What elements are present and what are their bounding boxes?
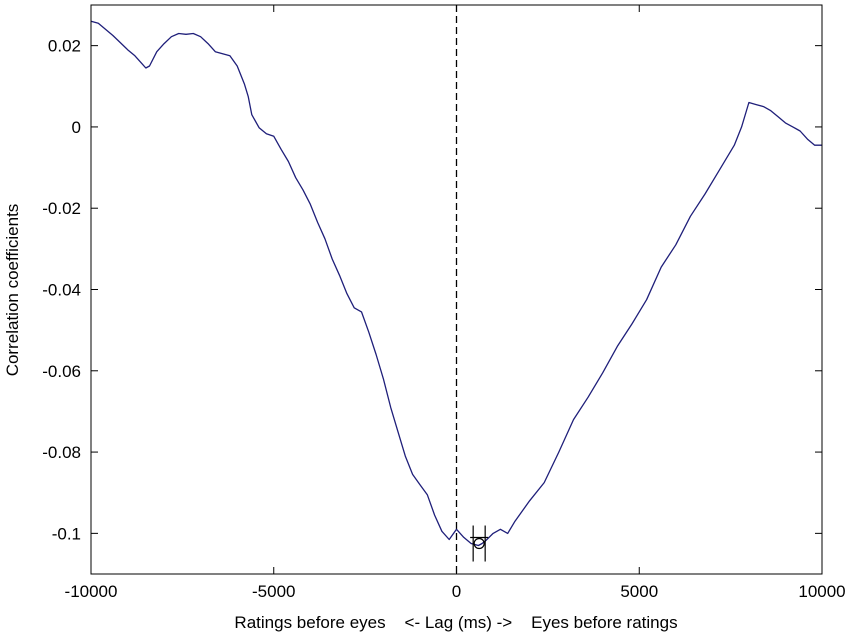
x-axis-label: Ratings before eyes <- Lag (ms) -> Eyes … bbox=[234, 613, 677, 632]
minimum-marker-circle bbox=[473, 537, 485, 550]
x-tick-label: 0 bbox=[452, 582, 461, 601]
minimum-marker bbox=[470, 525, 489, 562]
marker-layer bbox=[470, 525, 489, 562]
y-tick-label: -0.06 bbox=[42, 362, 81, 381]
plot-area bbox=[91, 5, 822, 574]
y-tick-label: -0.02 bbox=[42, 199, 81, 218]
series-layer bbox=[90, 20, 822, 547]
y-tick-label: -0.08 bbox=[42, 443, 81, 462]
y-axis-ticks: 0.02 0 -0.02 -0.04 -0.06 -0.08 -0.1 bbox=[42, 37, 822, 543]
y-tick-label: 0 bbox=[72, 118, 81, 137]
y-axis-label: Correlation coefficients bbox=[3, 204, 22, 377]
x-axis-ticks: -10000 -5000 0 5000 10000 bbox=[65, 5, 846, 601]
x-tick-label: 10000 bbox=[798, 582, 845, 601]
x-tick-label: -5000 bbox=[252, 582, 295, 601]
y-tick-label: -0.04 bbox=[42, 281, 81, 300]
x-tick-label: 5000 bbox=[620, 582, 658, 601]
y-tick-label: -0.1 bbox=[52, 524, 81, 543]
y-tick-label: 0.02 bbox=[48, 37, 81, 56]
correlation-series-line bbox=[90, 20, 822, 547]
x-tick-label: -10000 bbox=[65, 582, 118, 601]
